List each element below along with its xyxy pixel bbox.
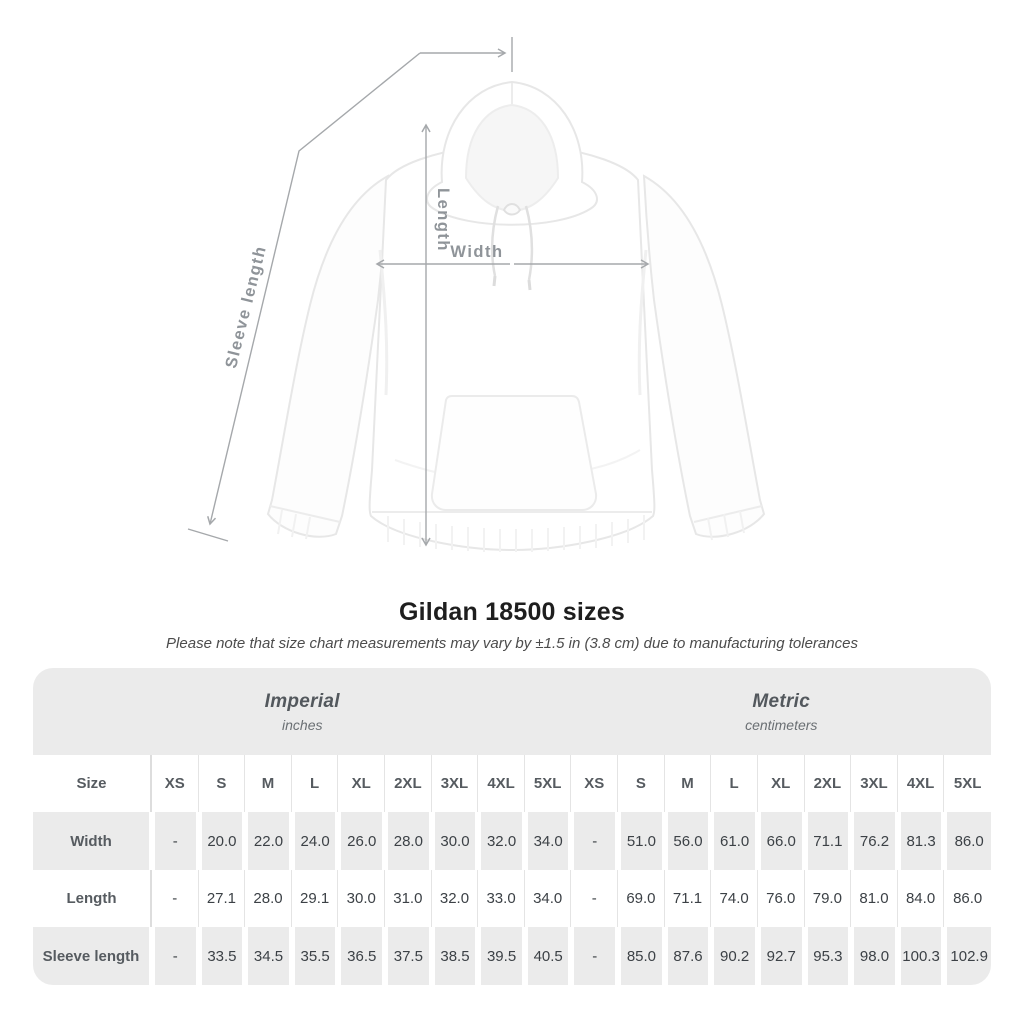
size-col-imperial-s: S xyxy=(198,755,246,812)
size-col-imperial-3xl: 3XL xyxy=(431,755,479,812)
size-col-imperial-l: L xyxy=(291,755,339,812)
row-label: Length xyxy=(33,870,152,927)
metric-title: Metric xyxy=(752,690,811,712)
imperial-subtitle: inches xyxy=(282,716,323,733)
row-label: Width xyxy=(33,812,152,870)
table-row-width: Width - 20.0 22.0 24.0 26.0 28.0 30.0 32… xyxy=(33,812,991,870)
size-header-row: Size XS S M L XL 2XL 3XL 4XL 5XL XS S M … xyxy=(33,755,991,812)
length-label: Length xyxy=(434,188,452,252)
sleeve-end-tick xyxy=(187,528,229,542)
table-row-sleeve-length: Sleeve length - 33.5 34.5 35.5 36.5 37.5… xyxy=(33,927,991,985)
sleeve-length-arrow xyxy=(187,37,513,542)
size-header-cell: Size xyxy=(33,755,152,812)
size-table: Imperial inches Metric centimeters Size … xyxy=(33,668,991,985)
imperial-title: Imperial xyxy=(264,690,340,712)
size-col-metric-5xl: 5XL xyxy=(944,755,991,812)
hoodie-illustration: Sleeve length Length Width xyxy=(187,37,766,552)
row-label: Sleeve length xyxy=(33,927,152,985)
unit-header-band: Imperial inches Metric centimeters xyxy=(33,668,991,755)
size-col-imperial-xs: XS xyxy=(152,755,199,812)
heading-block: Gildan 18500 sizes Please note that size… xyxy=(0,598,1024,652)
sleeve-length-label: Sleeve length xyxy=(222,244,270,370)
size-col-metric-3xl: 3XL xyxy=(851,755,898,812)
width-label: Width xyxy=(450,243,503,261)
size-col-imperial-4xl: 4XL xyxy=(478,755,525,812)
imperial-header: Imperial inches xyxy=(33,668,572,755)
size-col-metric-xl: XL xyxy=(757,755,805,812)
hoodie-size-figure: Sleeve length Length Width xyxy=(187,37,766,552)
size-col-metric-4xl: 4XL xyxy=(897,755,945,812)
metric-subtitle: centimeters xyxy=(745,716,818,733)
size-col-imperial-2xl: 2XL xyxy=(385,755,432,812)
tolerance-note: Please note that size chart measurements… xyxy=(166,635,858,652)
size-col-imperial-xl: XL xyxy=(338,755,386,812)
size-col-imperial-5xl: 5XL xyxy=(524,755,572,812)
size-col-metric-s: S xyxy=(618,755,665,812)
size-col-imperial-m: M xyxy=(245,755,292,812)
size-col-metric-2xl: 2XL xyxy=(804,755,852,812)
metric-header: Metric centimeters xyxy=(572,668,992,755)
size-col-metric-l: L xyxy=(711,755,758,812)
size-col-metric-m: M xyxy=(664,755,712,812)
hoodie-graphic xyxy=(266,80,766,552)
table-row-length: Length - 27.1 28.0 29.1 30.0 31.0 32.0 3… xyxy=(33,870,991,927)
page-title: Gildan 18500 sizes xyxy=(399,598,625,626)
size-col-metric-xs: XS xyxy=(571,755,619,812)
